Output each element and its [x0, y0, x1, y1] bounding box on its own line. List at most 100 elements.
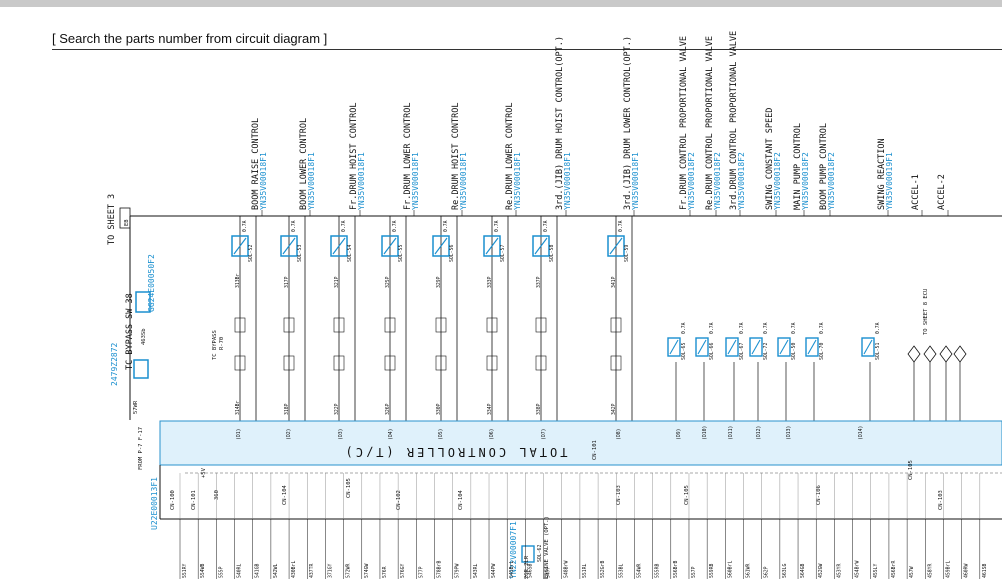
function-label-12: MAIN PUMP CONTROL [793, 123, 803, 210]
function-ref-link-5[interactable]: YN35V00018F1 [513, 152, 522, 210]
cn103b-label: CN-103 [938, 490, 944, 510]
to-sheet-3-label: TO SHEET 3 [107, 194, 117, 245]
solenoid-4-diode-box [435, 317, 447, 333]
bottom-wire-28: 557P [691, 566, 697, 578]
small-sol-0-label: SOL-65 [681, 343, 687, 360]
small-sol-6-icon[interactable] [861, 337, 875, 357]
function-ref-link-8[interactable]: YN35V00018F2 [687, 152, 696, 210]
ecu-connector-diamonds [907, 345, 967, 421]
function-label-11: SWING CONSTANT SPEED [765, 108, 775, 210]
bottom-wire-34: 564GB [800, 563, 806, 578]
solenoid-5-label: SOL-57 [500, 245, 506, 262]
small-sol-6-rating: 0.7A [875, 322, 881, 334]
solenoid-6-wire-top: 337P [536, 276, 542, 288]
gg24-connector-icon[interactable] [135, 291, 151, 313]
bottom-wire-3: 540RL [237, 563, 243, 578]
solenoid-1-diode-box [283, 317, 295, 333]
function-label-9: Re.DRUM CONTROL PROPORTIONAL VALVE [705, 36, 715, 210]
engine-valve-ref-link[interactable]: YN22V00007F1 [509, 521, 518, 579]
controller-port-2: (D3) [338, 428, 344, 440]
controller-ref-link[interactable]: U22E00013F1 [150, 477, 159, 530]
bottom-wire-31: 561WR [746, 563, 752, 578]
function-ref-link-3[interactable]: YN35V00018F1 [411, 152, 420, 210]
solenoid-5-resistor-box [486, 355, 498, 371]
solenoid-1-icon[interactable] [280, 235, 298, 257]
function-ref-link-0[interactable]: YN35V00018F1 [259, 152, 268, 210]
bottom-wire-33: 563LG [782, 563, 788, 578]
solenoid-7-wire-bottom: 342P [611, 403, 617, 415]
solenoid-3-rating: 0.7A [392, 220, 398, 232]
function-ref-link-11[interactable]: YN35V00018F2 [773, 152, 782, 210]
ecu-diamond-2[interactable] [939, 345, 953, 363]
small-sol-5-icon[interactable] [805, 337, 819, 357]
small-sol-1-icon[interactable] [695, 337, 709, 357]
v5-label: +5V [201, 467, 207, 478]
small-sol-4-slash [779, 339, 789, 355]
function-label-0: BOOM RAISE CONTROL [251, 118, 261, 210]
function-ref-link-12[interactable]: YN35V00018F2 [801, 152, 810, 210]
solenoid-2-label: SOL-54 [347, 245, 353, 262]
gg24-ref-link[interactable]: GG24E00050F2 [147, 254, 156, 312]
solenoid-3-icon[interactable] [381, 235, 399, 257]
solenoid-4-wire-top: 329P [436, 276, 442, 288]
controller-port-7: (D8) [616, 428, 622, 440]
function-ref-link-14[interactable]: YN35V00019F1 [885, 152, 894, 210]
solenoid-6-icon[interactable] [532, 235, 550, 257]
function-ref-link-9[interactable]: YN35V00018F2 [713, 152, 722, 210]
function-ref-link-10[interactable]: YN35V00018F2 [737, 152, 746, 210]
function-label-2: Fr.DRUM HOIST CONTROL [349, 103, 359, 210]
small-sol-2-icon[interactable] [725, 337, 739, 357]
solenoid-2-diode-box [333, 317, 345, 333]
cn101-label: CN-101 [191, 490, 197, 510]
solenoid-5-icon[interactable] [483, 235, 501, 257]
solenoid-7-diode-box [610, 317, 622, 333]
solenoid-0-icon[interactable] [231, 235, 249, 257]
ecu-diamond-3[interactable] [953, 345, 967, 363]
bottom-wire-24: 553BL [618, 563, 624, 578]
small-sol-4-rating: 0.7A [791, 322, 797, 334]
solenoid-0-slash [233, 237, 247, 255]
function-ref-link-6[interactable]: YN35V00018F1 [563, 152, 572, 210]
controller-port-3: (D4) [388, 428, 394, 440]
small-sol-2-slash [727, 339, 737, 355]
bottom-wire-30: 560BrL [727, 561, 733, 578]
bottom-wire-26: 555RB [655, 563, 661, 578]
solenoid-2-icon[interactable] [330, 235, 348, 257]
small-sol-4-icon[interactable] [777, 337, 791, 357]
solenoid-6-slash [534, 237, 548, 255]
controller-port-0: (D1) [236, 428, 242, 440]
solenoid-3-wire-bottom: 326P [385, 403, 391, 415]
function-ref-link-7[interactable]: YN35V00018F1 [631, 152, 640, 210]
solenoid-0-label: SOL-52 [248, 245, 254, 262]
solenoid-1-rating: 0.7A [291, 220, 297, 232]
solenoid-7-icon[interactable] [607, 235, 625, 257]
bottom-wire-25: 554WR [636, 563, 642, 578]
solenoid-1-resistor-box [283, 355, 295, 371]
solenoid-7-rating: 0.7A [618, 220, 624, 232]
solenoid-1-label: SOL-53 [297, 245, 303, 262]
function-ref-link-4[interactable]: YN35V00018F1 [459, 152, 468, 210]
function-label-15: ACCEL-1 [911, 174, 921, 210]
cn101-upper-label: CN-101 [592, 440, 598, 460]
bottom-wire-7: 437TR [309, 563, 315, 578]
page-header: [ Search the parts number from circuit d… [52, 31, 328, 46]
function-ref-link-1[interactable]: YN35V00018F1 [307, 152, 316, 210]
solenoid-4-icon[interactable] [432, 235, 450, 257]
ecu-diamond-0[interactable] [907, 345, 921, 363]
function-ref-link-2[interactable]: YN35V00018F1 [357, 152, 366, 210]
bottom-wire-2: 555P [218, 566, 224, 578]
controller-port-1: (D2) [286, 428, 292, 440]
small-sol-0-icon[interactable] [667, 337, 681, 357]
ecu-diamond-1[interactable] [923, 345, 937, 363]
function-ref-link-13[interactable]: YN35V00018F2 [827, 152, 836, 210]
sol62-icon[interactable] [521, 545, 535, 563]
tc-bypass-sw-ref-link[interactable]: 2479Z2872 [110, 342, 119, 386]
bottom-wire-44: 461SB [982, 563, 988, 578]
cn104-label: CN-104 [282, 484, 288, 505]
small-sol-3-icon[interactable] [749, 337, 763, 357]
controller-port-13: (D14) [858, 426, 864, 440]
solenoid-5-rating: 0.7A [494, 220, 500, 232]
total-controller-block[interactable] [159, 420, 1002, 466]
tc-bypass-switch-icon[interactable] [133, 359, 149, 379]
